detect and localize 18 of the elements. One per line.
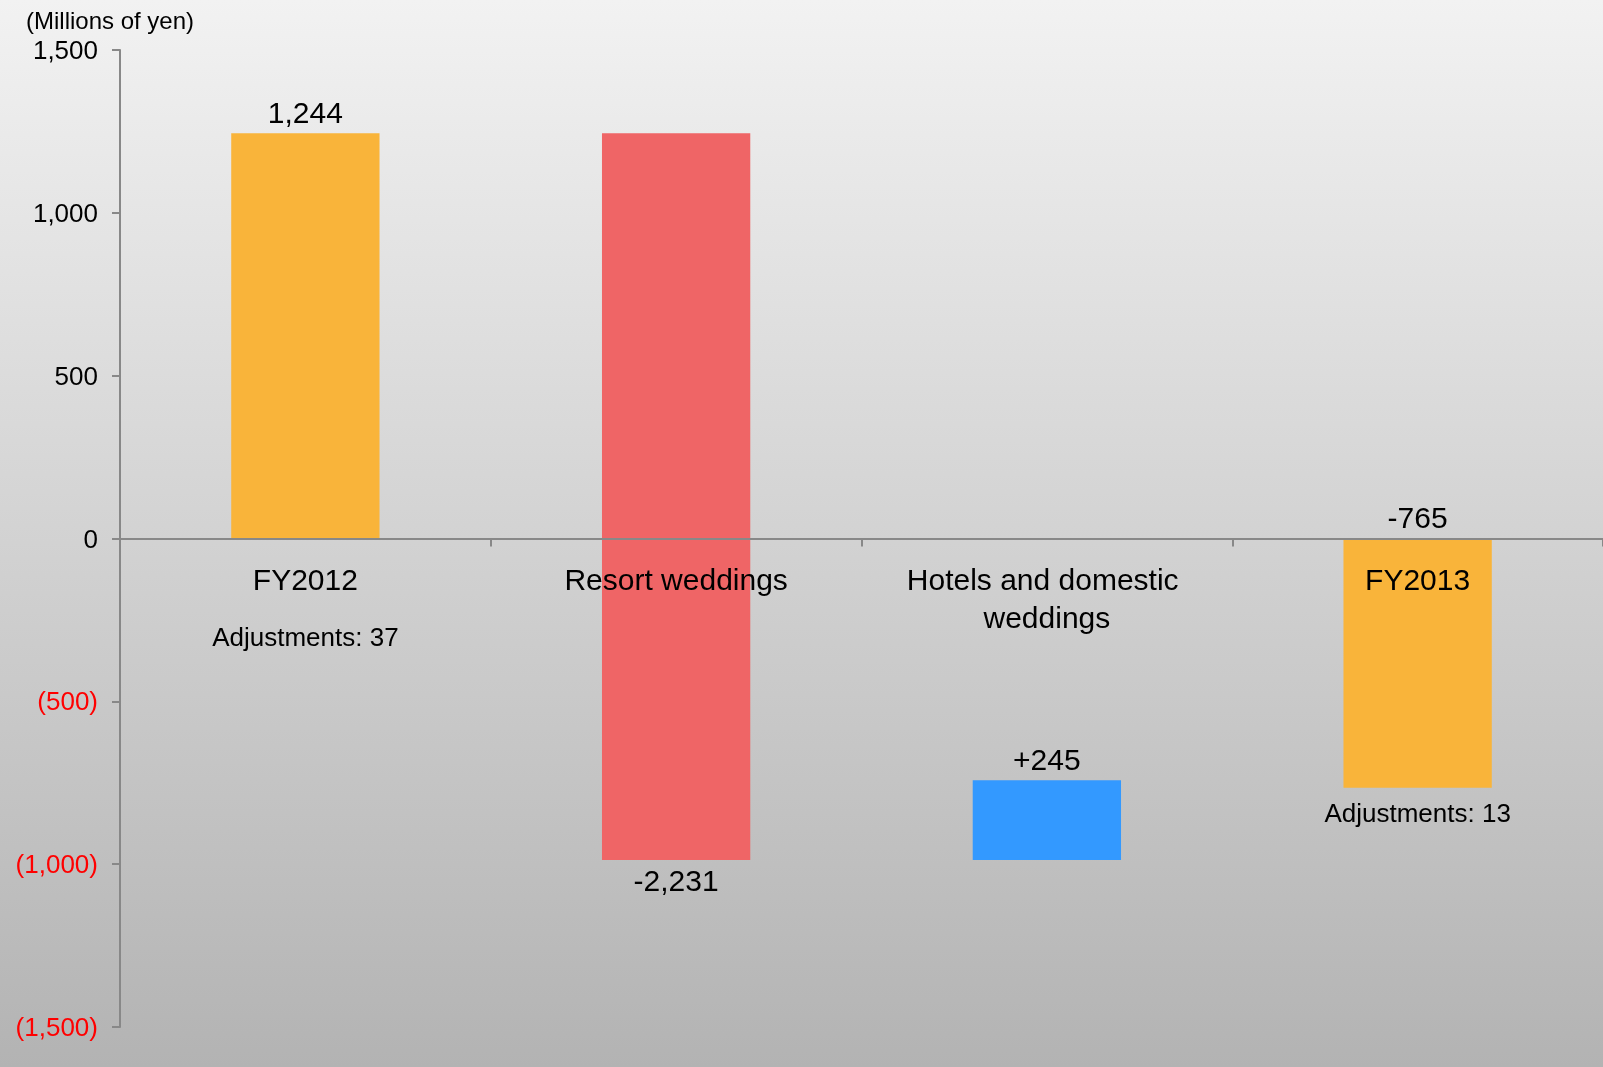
y-tick-label: (1,000) <box>15 849 98 880</box>
annotation: Adjustments: 37 <box>212 621 399 652</box>
data-label: +245 <box>1013 742 1081 776</box>
data-label: -2,231 <box>633 864 719 898</box>
y-axis-title: (Millions of yen) <box>25 6 195 34</box>
annotation: Adjustments: 13 <box>1324 797 1511 828</box>
x-tick-label: FY2012 <box>252 563 358 596</box>
y-tick-label: (1,500) <box>15 1012 98 1042</box>
y-tick-label: 1,500 <box>32 35 98 65</box>
y-tick-label: 1,000 <box>32 197 98 228</box>
y-tick-label: (500) <box>37 686 98 717</box>
y-tick-label: 500 <box>54 360 98 391</box>
x-tick-label: Resort weddings <box>564 563 788 596</box>
y-tick-label: 0 <box>83 523 98 554</box>
x-tick-label: FY2013 <box>1365 563 1471 596</box>
data-label: -765 <box>1387 501 1448 534</box>
x-tick-label: Hotels and domestic weddings <box>906 563 1187 634</box>
data-label: 1,244 <box>267 95 343 129</box>
